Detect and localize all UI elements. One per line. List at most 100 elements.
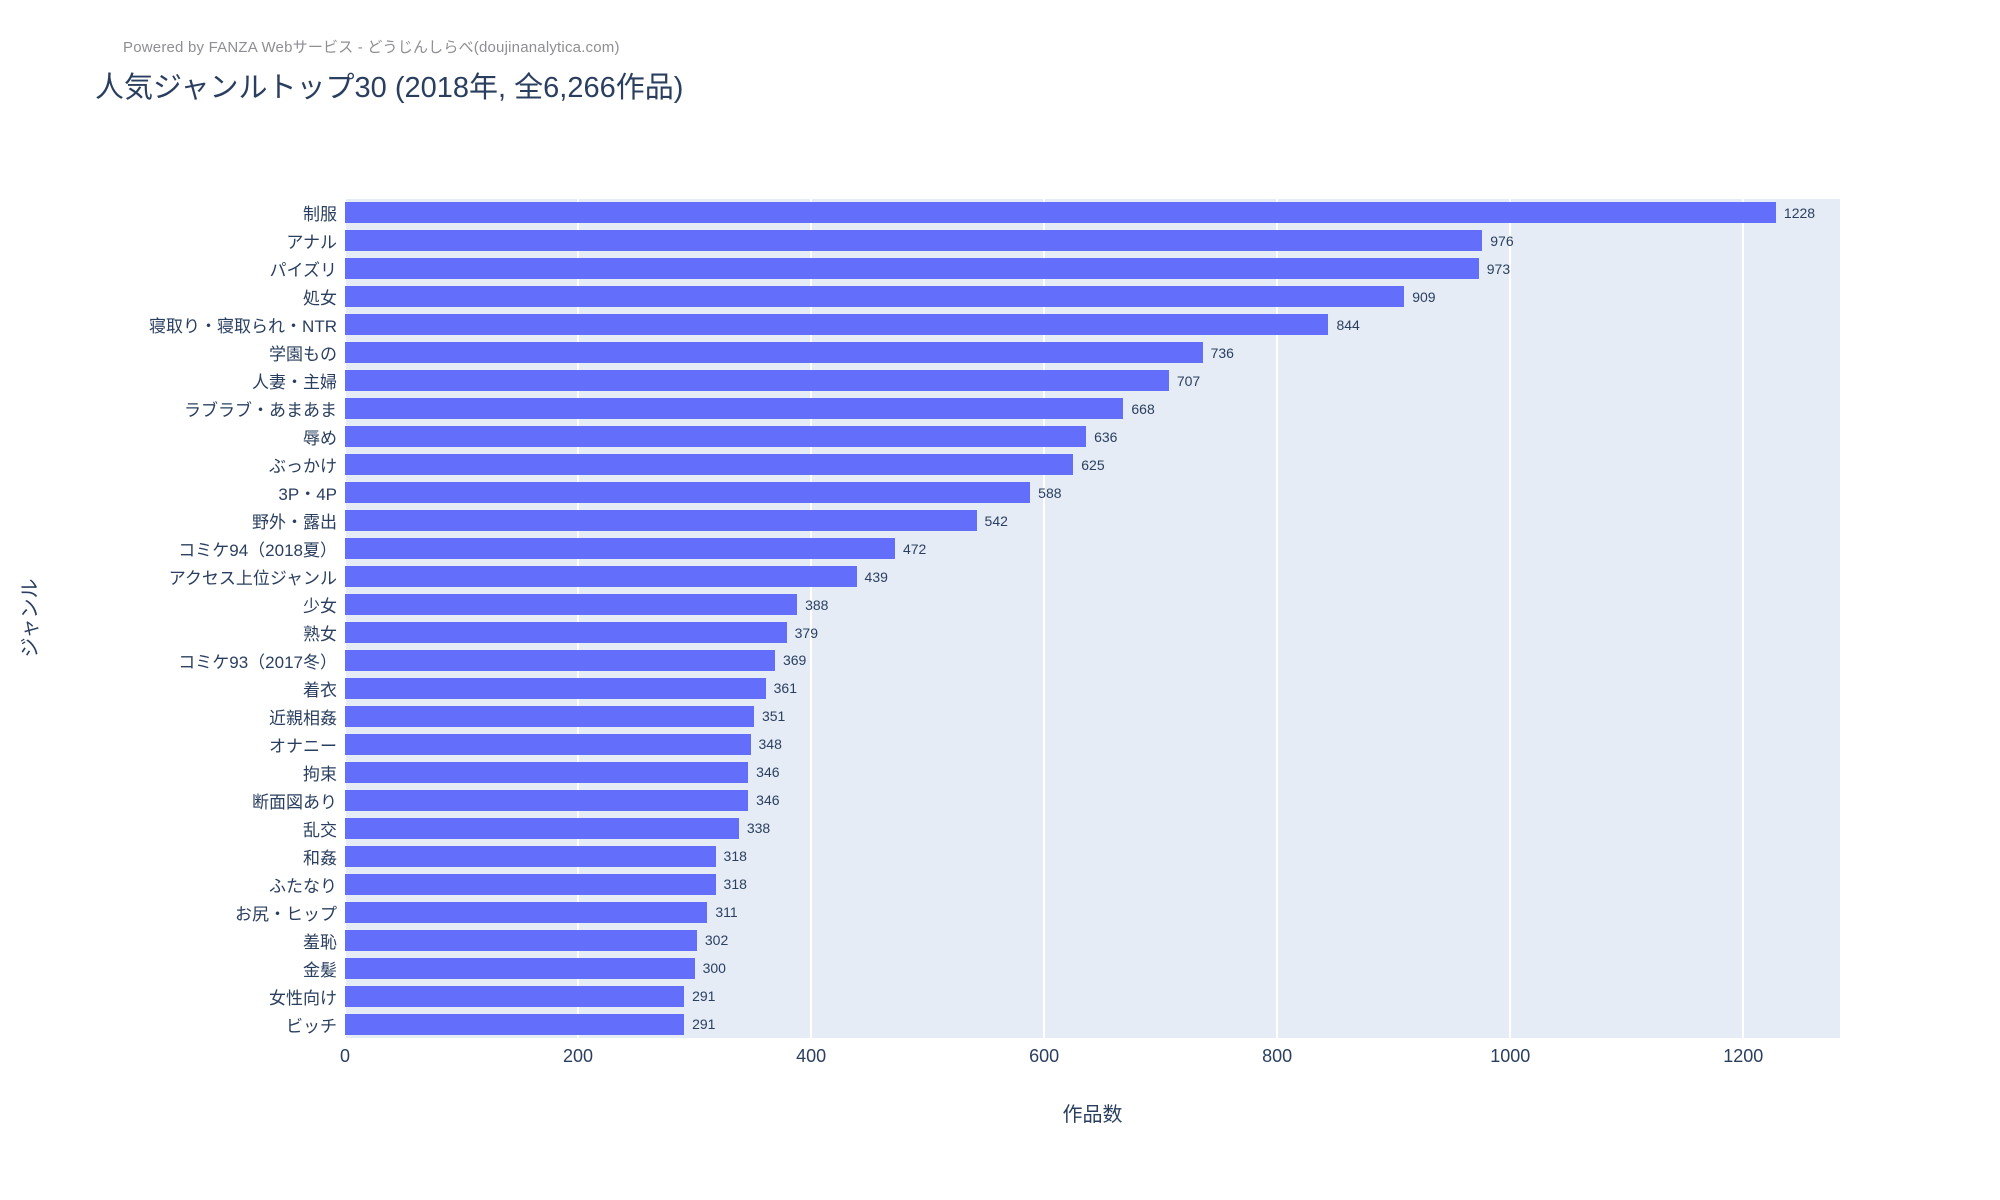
bar-value-label: 636 [1094, 428, 1118, 445]
bar-row: 472 [345, 535, 1840, 563]
bar [345, 957, 695, 979]
bar-row: 844 [345, 311, 1840, 339]
bar [345, 845, 716, 867]
bar-value-label: 379 [794, 624, 818, 641]
bar-row: 318 [345, 842, 1840, 870]
bar-row: 909 [345, 283, 1840, 311]
bar [345, 342, 1203, 364]
y-tick-label: ふたなり [269, 876, 337, 896]
bar-row: 707 [345, 367, 1840, 395]
bar [345, 1013, 685, 1035]
y-tick-label: コミケ94（2018夏） [178, 541, 337, 561]
bar [345, 566, 857, 588]
x-tick-label: 800 [1262, 1046, 1293, 1066]
y-tick-label: 拘束 [303, 764, 337, 784]
bar [345, 761, 749, 783]
bar [345, 370, 1169, 392]
bar-rows: 1228 976 973 909 844 736 707 668 636 625 588 542 472… [345, 199, 1840, 1038]
bar-row: 291 [345, 1010, 1840, 1038]
bar-value-label: 300 [702, 960, 726, 977]
y-tick-label: 乱交 [303, 820, 337, 840]
gridline [1509, 199, 1512, 1038]
y-tick-label: 羞恥 [303, 932, 337, 952]
bar [345, 817, 739, 839]
x-tick-label: 600 [1029, 1046, 1060, 1066]
bar-value-label: 291 [692, 1016, 716, 1033]
bar-value-label: 909 [1412, 288, 1436, 305]
y-tick-label: 和姦 [303, 848, 337, 868]
bar-row: 636 [345, 423, 1840, 451]
bar [345, 789, 749, 811]
bar [345, 677, 766, 699]
bar [345, 538, 895, 560]
bar [345, 202, 1776, 224]
bar-value-label: 668 [1131, 400, 1155, 417]
bar-row: 379 [345, 619, 1840, 647]
y-tick-label: オナニー [269, 736, 337, 756]
y-tick-label: パイズリ [269, 261, 338, 281]
bar [345, 398, 1124, 420]
bar-row: 361 [345, 674, 1840, 702]
bar-value-label: 588 [1038, 484, 1062, 501]
x-tick-label: 1200 [1723, 1046, 1764, 1066]
bar-value-label: 844 [1336, 316, 1360, 333]
bar-row: 668 [345, 395, 1840, 423]
bar-value-label: 311 [715, 904, 738, 921]
bar [345, 985, 685, 1007]
x-tick-label: 200 [563, 1046, 594, 1066]
bar [345, 929, 697, 951]
bar-value-label: 351 [761, 708, 786, 725]
bar-value-label: 361 [773, 680, 797, 697]
gridline [1276, 199, 1279, 1038]
bar-row: 625 [345, 451, 1840, 479]
bar [345, 622, 787, 644]
bar [345, 230, 1483, 252]
bar-row: 369 [345, 647, 1840, 675]
y-tick-label: 人妻・主婦 [252, 373, 337, 393]
bar-row: 348 [345, 730, 1840, 758]
bar-value-label: 388 [805, 596, 829, 613]
bar-row: 588 [345, 479, 1840, 507]
bar-value-label: 439 [864, 568, 888, 585]
bar-value-label: 346 [756, 764, 780, 781]
bar [345, 733, 751, 755]
bar [345, 314, 1329, 336]
bar-row: 736 [345, 339, 1840, 367]
chart-title: 人気ジャンルトップ30 (2018年, 全6,266作品) [95, 72, 684, 104]
y-tick-label: 近親相姦 [269, 708, 337, 728]
bar-value-label: 338 [746, 820, 771, 837]
gridline [1043, 199, 1046, 1038]
bar [345, 482, 1031, 504]
plot-area: 1228 976 973 909 844 736 707 668 636 625 588 542 472… [344, 199, 1840, 1038]
bar-row: 542 [345, 507, 1840, 535]
bar-value-label: 472 [902, 540, 927, 557]
bar-row: 346 [345, 786, 1840, 814]
bar-value-label: 291 [692, 988, 716, 1005]
bar-value-label: 976 [1490, 232, 1514, 249]
bar-value-label: 318 [723, 876, 747, 893]
y-tick-label: 辱め [303, 429, 337, 449]
bar-row: 311 [345, 898, 1840, 926]
bar [345, 454, 1074, 476]
x-tick-label: 1000 [1490, 1046, 1531, 1066]
gridline [1742, 199, 1745, 1038]
y-tick-label: ビッチ [286, 1016, 337, 1036]
y-tick-label: 寝取り・寝取られ・NTR [149, 317, 337, 337]
bar [345, 873, 716, 895]
bar-row: 338 [345, 814, 1840, 842]
bar-value-label: 736 [1210, 344, 1234, 361]
bar [345, 705, 754, 727]
y-tick-label: 制服 [303, 205, 337, 225]
y-tick-label: 金髪 [303, 960, 337, 980]
y-tick-label: 処女 [303, 289, 337, 309]
bar-value-label: 1228 [1783, 204, 1816, 221]
gridline [577, 199, 580, 1038]
y-tick-label: お尻・ヒップ [235, 904, 337, 924]
bar-row: 973 [345, 255, 1840, 283]
x-tick-labels: 0 200 400 600 800 1000 1200 [340, 1046, 1840, 1072]
bar-row: 388 [345, 591, 1840, 619]
y-tick-label: コミケ93（2017冬） [178, 652, 337, 672]
y-tick-label: 少女 [303, 597, 337, 617]
bar-row: 291 [345, 982, 1840, 1010]
bar [345, 426, 1087, 448]
